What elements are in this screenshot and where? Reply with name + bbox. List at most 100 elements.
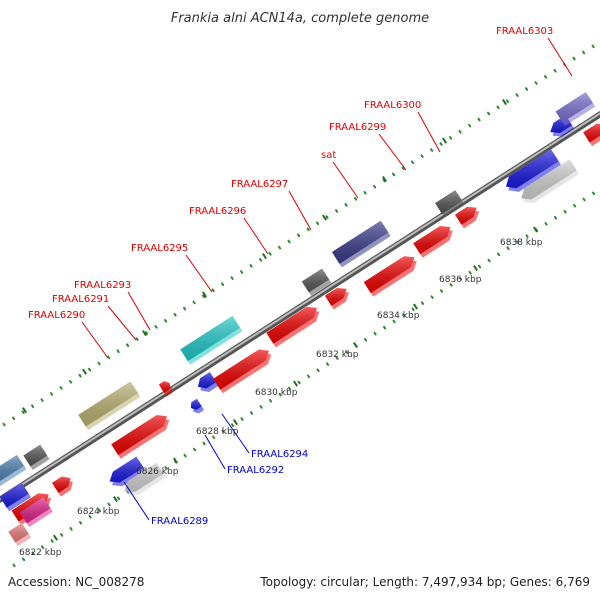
tick-dot (268, 398, 273, 403)
tick-dot (430, 148, 434, 152)
scale-label-6826: 6826 kbp (136, 467, 179, 477)
gene-arrow-fraal6299[interactable] (413, 225, 453, 258)
gene-box-indigo[interactable] (331, 220, 391, 268)
tick-dot (50, 539, 54, 543)
tick-dot (259, 405, 263, 409)
gene-box-dark[interactable] (23, 444, 50, 471)
scale-labels: 6822 kbp 6824 kbp 6826 kbp 6828 kbp 6830… (19, 238, 543, 558)
gene-arrow-fraal6296-shade (213, 349, 269, 390)
tick-dot (211, 288, 215, 293)
tick-dot (12, 563, 16, 568)
gene-arrow-blue-small-shade (190, 398, 202, 410)
tick-dot (316, 368, 320, 373)
tick-dot (458, 129, 462, 134)
tick-dot (202, 294, 206, 299)
tick-dot (411, 160, 415, 165)
tick-dot (21, 410, 25, 415)
tick-dot (40, 545, 45, 549)
tick-dot (69, 527, 73, 531)
tick-dot (287, 239, 291, 244)
tick-dot (439, 142, 443, 146)
tick-dot (116, 496, 121, 501)
gene-box-pink[interactable] (19, 497, 53, 527)
tick-major (142, 330, 147, 337)
tick-dot (88, 367, 92, 372)
tick-dot (230, 276, 234, 280)
tick-dot (392, 319, 396, 324)
tick-dot (534, 81, 538, 85)
tick-major (233, 419, 238, 426)
leader-line-forward (185, 254, 213, 293)
tick-dot (145, 331, 149, 335)
tick-dot (31, 404, 35, 408)
gene-label-fraal6296: FRAAL6296 (189, 206, 246, 217)
tick-dot (221, 282, 225, 287)
tick-dot (449, 283, 453, 287)
tick-dot (154, 325, 158, 329)
gene-box-grey-6289[interactable] (124, 462, 166, 496)
gene-box-olive[interactable] (78, 381, 141, 431)
tick-dot (31, 551, 35, 556)
tick-major (173, 457, 178, 464)
tick-dot (97, 361, 101, 366)
gene-arrow-blue-small[interactable] (190, 398, 205, 414)
tick-dot (563, 209, 567, 214)
gene-box-purple[interactable] (555, 92, 596, 127)
gene-box-steel[interactable] (0, 454, 27, 488)
tick-dot (50, 392, 54, 396)
tick-dot (211, 435, 216, 440)
gene-arrow-small2[interactable] (324, 288, 350, 310)
tick-dot (278, 245, 282, 250)
gene-box-grey-6289-shade (124, 462, 164, 492)
tick-major (533, 226, 538, 233)
gene-box-blue-6289-shade (109, 456, 144, 483)
tick-major (502, 98, 507, 106)
gene-arrow-sat[interactable] (363, 256, 417, 297)
gene-box-grey-right[interactable] (521, 159, 580, 204)
gene-arrow-small-red[interactable] (158, 381, 173, 397)
tick-dot (382, 178, 386, 183)
tick-dot (259, 257, 263, 262)
gene-box-dark-6297[interactable] (301, 268, 332, 297)
tick-major (473, 264, 478, 272)
gene-box-pink-shade (19, 497, 51, 524)
gene-arrow-red-right[interactable] (583, 123, 600, 147)
gene-box-blue-6289[interactable] (109, 456, 146, 487)
gene-arrow-fraal6290[interactable] (111, 415, 170, 459)
tick-marks (2, 44, 596, 568)
tick-major (82, 368, 87, 375)
gene-features (0, 92, 600, 547)
tick-major (322, 214, 327, 221)
gene-arrow-fraal6297[interactable] (266, 306, 320, 348)
tick-dot (382, 325, 387, 330)
gene-label-fraal6292: FRAAL6292 (227, 465, 284, 476)
gene-arrow-sat-shade (363, 256, 415, 294)
scale-label-6838: 6838 kbp (500, 238, 543, 248)
tick-dot (69, 379, 73, 384)
gene-arrow-fraal6300[interactable] (454, 206, 480, 229)
leader-line-forward (378, 133, 407, 171)
gene-box-dark-shade (23, 444, 48, 467)
scale-label-6822: 6822 kbp (19, 548, 62, 558)
tick-dot (59, 533, 64, 537)
tick-dot (487, 258, 491, 263)
gene-box-blue-right[interactable] (505, 149, 561, 192)
tick-dot (325, 362, 330, 366)
gene-arrow-fraal6296[interactable] (213, 349, 272, 394)
tick-dot (496, 105, 500, 110)
tick-dot (183, 306, 187, 311)
tick-dot (88, 514, 92, 519)
gene-arrow-red-right-shade (583, 123, 600, 143)
tick-dot (306, 227, 310, 232)
gene-box-salmon[interactable] (8, 523, 32, 547)
gene-box-dark-6300[interactable] (435, 190, 465, 218)
gene-box-cyan[interactable] (180, 315, 243, 365)
gene-box-blue-low[interactable] (0, 482, 32, 512)
gene-arrow-small-red-shade (158, 381, 170, 393)
gene-arrow-fwd-2-shade (51, 476, 71, 493)
gene-arrow-fwd-2[interactable] (51, 476, 73, 497)
scale-label-6832: 6832 kbp (316, 350, 359, 360)
leader-line-forward (332, 161, 359, 199)
tick-major (22, 407, 27, 414)
forward-gene-labels: FRAAL6290 FRAAL6291 FRAAL6293 FRAAL6295 … (28, 26, 553, 321)
